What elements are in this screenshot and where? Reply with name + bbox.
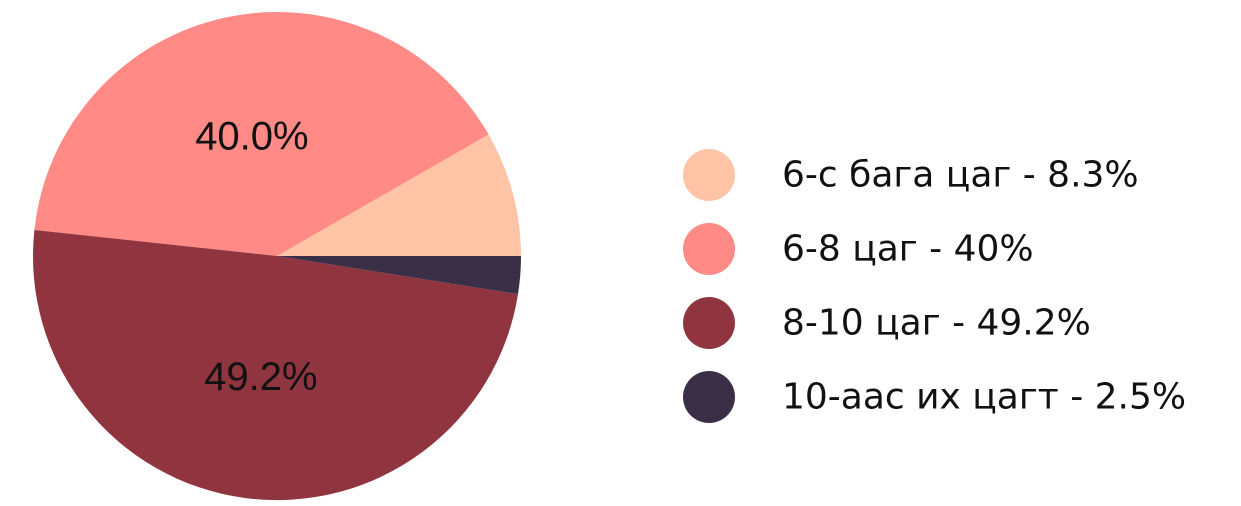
pie-slices — [32, 11, 521, 501]
pie-slice — [277, 134, 521, 256]
legend-marker — [683, 297, 735, 349]
pie-slice — [32, 229, 518, 501]
pie-data-label: 49.2% — [204, 355, 317, 399]
legend-label: 6-8 цаг - 40% — [782, 229, 1034, 270]
pie-slice — [277, 256, 521, 295]
pie-slice — [34, 11, 489, 256]
legend: 6-с бага цаг - 8.3% 6-8 цаг - 40% 8-10 цаг… — [683, 149, 1186, 423]
legend-label: 6-с бага цаг - 8.3% — [782, 155, 1139, 196]
pie-data-labels: 40.0% 49.2% — [195, 115, 317, 399]
legend-label: 8-10 цаг - 49.2% — [782, 303, 1091, 344]
legend-marker — [683, 149, 735, 201]
legend-marker — [683, 223, 735, 275]
legend-label: 10-аас их цагт - 2.5% — [782, 377, 1186, 418]
pie-data-label: 40.0% — [195, 115, 308, 159]
legend-marker — [683, 371, 735, 423]
